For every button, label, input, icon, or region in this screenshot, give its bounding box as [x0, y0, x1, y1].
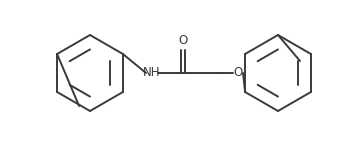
Text: O: O	[178, 33, 188, 46]
Text: NH: NH	[143, 66, 161, 80]
Text: O: O	[233, 66, 243, 80]
